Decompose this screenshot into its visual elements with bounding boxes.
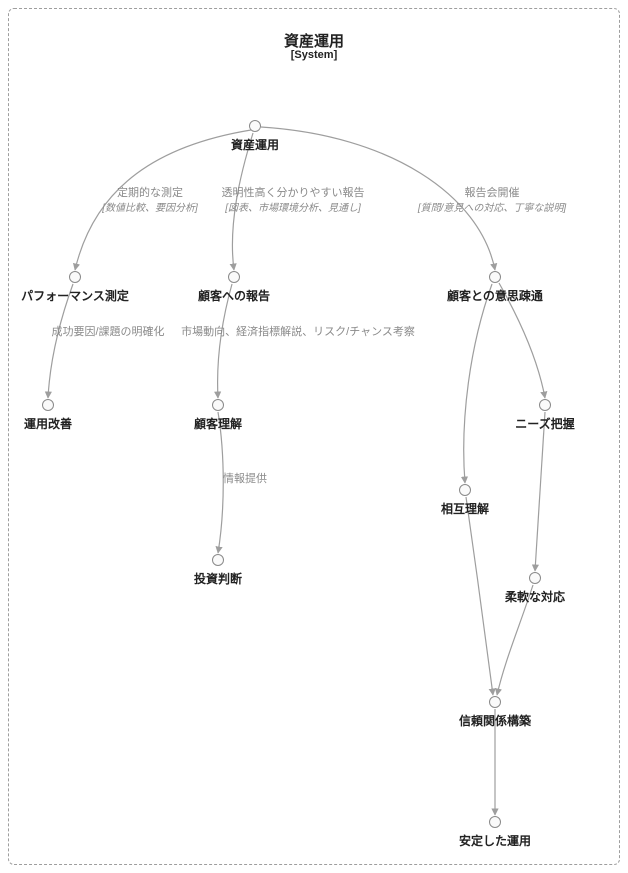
edge-label-underst-invest: 情報提供 — [223, 470, 267, 486]
edge-label-root-report: 透明性高く分かりやすい報告 — [222, 184, 365, 200]
node-label-mutual: 相互理解 — [441, 500, 489, 517]
node-label-stable: 安定した運用 — [459, 832, 531, 849]
node-label-perf: パフォーマンス測定 — [21, 287, 129, 304]
node-comm — [489, 271, 501, 283]
edge-label-root-comm: 報告会開催 — [465, 184, 520, 200]
node-label-invest: 投資判断 — [194, 570, 242, 587]
edge-label-root-perf: 定期的な測定 — [117, 184, 183, 200]
node-mutual — [459, 484, 471, 496]
node-invest — [212, 554, 224, 566]
edge-sublabel-root-comm: [質問/意見への対応、丁寧な説明] — [418, 199, 566, 214]
diagram-title: 資産運用 — [0, 30, 628, 51]
node-label-trust: 信頼関係構築 — [459, 712, 531, 729]
edge-sublabel-root-report: [図表、市場環境分析、見通し] — [225, 199, 361, 214]
node-label-improve: 運用改善 — [24, 415, 72, 432]
node-report — [228, 271, 240, 283]
node-label-root: 資産運用 — [231, 136, 279, 153]
node-trust — [489, 696, 501, 708]
node-label-needs: ニーズ把握 — [515, 415, 574, 432]
node-perf — [69, 271, 81, 283]
node-label-comm: 顧客との意思疎通 — [447, 287, 543, 304]
node-label-report: 顧客への報告 — [198, 287, 270, 304]
node-root — [249, 120, 261, 132]
node-needs — [539, 399, 551, 411]
node-underst — [212, 399, 224, 411]
system-boundary — [8, 8, 620, 865]
diagram-canvas: 資産運用 [System] 資産運用パフォーマンス測定 顧客への報告 顧客との意思疎… — [0, 0, 628, 873]
edge-sublabel-root-perf: [数値比較、要因分析] — [102, 199, 198, 214]
node-flex — [529, 572, 541, 584]
node-improve — [42, 399, 54, 411]
node-label-flex: 柔軟な対応 — [505, 588, 565, 605]
edge-label-perf-improve: 成功要因/課題の明確化 — [51, 323, 164, 339]
node-label-underst: 顧客理解 — [194, 415, 242, 432]
edge-label-report-underst: 市場動向、経済指標解説、リスク/チャンス考察 — [181, 323, 415, 339]
node-stable — [489, 816, 501, 828]
diagram-subtitle: [System] — [0, 49, 628, 61]
